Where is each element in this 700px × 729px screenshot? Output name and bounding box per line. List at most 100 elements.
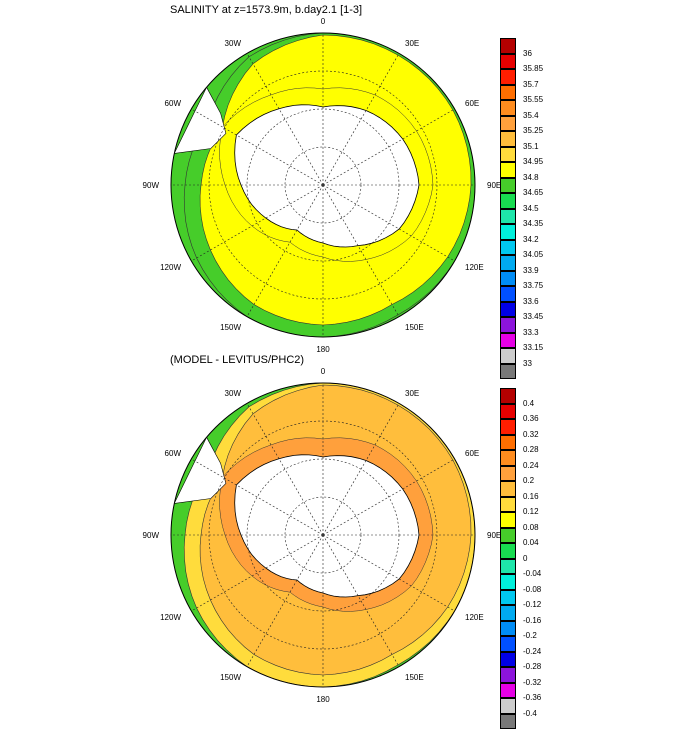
colorbar-label: 0.2 [523,477,534,485]
colorbar-label: 0.04 [523,539,539,547]
colorbar-label: -0.12 [523,601,541,609]
longitude-label: 30E [405,389,419,398]
colorbar-swatch [500,286,516,302]
colorbar-label: 0 [523,555,527,563]
colorbar-swatch [500,481,516,497]
colorbar-label: 35.85 [523,65,543,73]
longitude-label: 30W [225,389,242,398]
colorbar-label: 0.08 [523,524,539,532]
colorbar-swatch [500,450,516,466]
colorbar-swatch [500,178,516,194]
longitude-label: 150W [220,323,241,332]
colorbar-swatch [500,131,516,147]
colorbar-swatch [500,621,516,637]
colorbar-swatch [500,271,516,287]
colorbar-swatch [500,333,516,349]
colorbar-label: 33.3 [523,329,539,337]
colorbar-swatch [500,302,516,318]
longitude-label: 0 [321,17,326,26]
colorbar-label: 34.65 [523,189,543,197]
colorbar-swatch [500,240,516,256]
colorbar-label: -0.36 [523,694,541,702]
colorbar-swatch [500,85,516,101]
longitude-label: 120E [465,263,484,272]
colorbar-label: 34.5 [523,205,539,213]
longitude-label: 120W [160,263,181,272]
colorbar-label: 33.45 [523,313,543,321]
colorbar-swatch [500,255,516,271]
colorbar-swatch [500,348,516,364]
longitude-label: 30E [405,39,419,48]
colorbar-label: 0.24 [523,462,539,470]
colorbar-swatch [500,224,516,240]
colorbar-label: 0.12 [523,508,539,516]
colorbar-label: 33 [523,360,532,368]
colorbar-label: 34.2 [523,236,539,244]
colorbar-swatch [500,419,516,435]
colorbar-label: 0.32 [523,431,539,439]
longitude-label: 60W [165,99,182,108]
colorbar-label: 36 [523,50,532,58]
colorbar-swatch [500,667,516,683]
colorbar-swatch [500,38,516,54]
longitude-label: 60E [465,99,479,108]
colorbar-label: 33.6 [523,298,539,306]
colorbar-label: 33.9 [523,267,539,275]
colorbar-swatch [500,100,516,116]
colorbar-swatch [500,317,516,333]
longitude-label: 150W [220,673,241,682]
colorbar-swatch [500,543,516,559]
colorbar-swatch [500,714,516,729]
colorbar-label: 35.7 [523,81,539,89]
colorbar-label: 0.28 [523,446,539,454]
colorbar-label: -0.4 [523,710,537,718]
colorbar-label: 35.4 [523,112,539,120]
longitude-label: 90W [143,181,160,190]
colorbar-swatch [500,574,516,590]
colorbar-swatch [500,404,516,420]
colorbar-swatch [500,528,516,544]
colorbar-label: 34.05 [523,251,543,259]
colorbar-swatch [500,147,516,163]
longitude-label: 90W [143,531,160,540]
colorbar-swatch [500,683,516,699]
colorbar-label: 35.55 [523,96,543,104]
colorbar-swatch [500,162,516,178]
colorbar-swatch [500,388,516,404]
colorbar-label: 35.1 [523,143,539,151]
colorbar-label: 35.25 [523,127,543,135]
longitude-label: 150E [405,323,424,332]
longitude-label: 30W [225,39,242,48]
colorbar-label: 33.15 [523,344,543,352]
colorbar-swatch [500,559,516,575]
colorbar-swatch [500,209,516,225]
colorbar-label: 34.8 [523,174,539,182]
bottom-map-title: (MODEL - LEVITUS/PHC2) [170,354,304,366]
colorbar-swatch [500,636,516,652]
longitude-label: 60E [465,449,479,458]
colorbar-swatch [500,69,516,85]
colorbar-label: 34.95 [523,158,543,166]
colorbar-label: 34.35 [523,220,543,228]
longitude-label: 180 [316,345,330,354]
colorbar-label: 0.4 [523,400,534,408]
colorbar-swatch [500,652,516,668]
colorbar-swatch [500,698,516,714]
colorbar-label: -0.2 [523,632,537,640]
colorbar-swatch [500,512,516,528]
colorbar-label: 33.75 [523,282,543,290]
longitude-label: 150E [405,673,424,682]
colorbar-swatch [500,605,516,621]
colorbar-swatch [500,54,516,70]
colorbar-label: -0.28 [523,663,541,671]
top-map-title: SALINITY at z=1573.9m, b.day2.1 [1-3] [170,4,362,16]
colorbar-swatch [500,116,516,132]
colorbar-swatch [500,364,516,380]
colorbar-label: -0.08 [523,586,541,594]
longitude-label: 60W [165,449,182,458]
colorbar-label: -0.32 [523,679,541,687]
colorbar-label: -0.04 [523,570,541,578]
colorbar-swatch [500,435,516,451]
